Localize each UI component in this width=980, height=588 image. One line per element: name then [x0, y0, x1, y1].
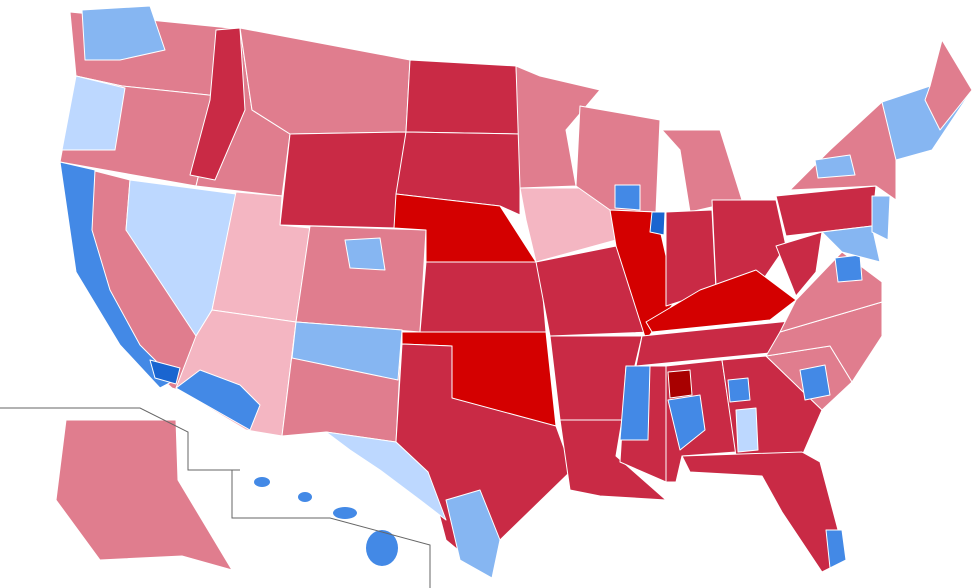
district-oregon-coast [61, 75, 126, 151]
district-mississippi-2 [619, 365, 651, 441]
state-west-virginia [775, 231, 823, 297]
state-kansas [419, 261, 547, 333]
district-atlanta [727, 377, 751, 403]
states [55, 5, 973, 579]
district-west-texas [325, 431, 447, 521]
state-new-jersey [871, 195, 891, 241]
district-south-florida [825, 529, 847, 569]
district-upstate-ny [814, 154, 856, 179]
state-florida [681, 451, 847, 573]
district-south-texas [445, 489, 501, 579]
state-ohio [711, 199, 787, 291]
state-montana [239, 27, 411, 135]
district-new-mexico-north [291, 321, 403, 381]
district-seattle [81, 5, 166, 61]
state-new-york [789, 101, 897, 201]
state-south-dakota [395, 131, 521, 216]
hawaii-inset-border [231, 470, 431, 588]
alaska-inset-border [0, 407, 240, 471]
hawaii [254, 477, 398, 566]
district-denver [344, 237, 386, 271]
district-la [149, 359, 181, 385]
district-chicago [649, 211, 666, 236]
island-maui [333, 507, 357, 519]
district-georgia-2 [735, 407, 759, 453]
district-tucson [175, 369, 261, 431]
district-madison [614, 184, 641, 211]
state-alaska [55, 419, 233, 571]
state-maryland [821, 225, 881, 263]
district-northern-virginia [834, 254, 863, 283]
district-alabama-deep-red [667, 369, 693, 399]
state-maine [924, 39, 973, 131]
district-alabama-7 [667, 394, 706, 451]
state-wyoming [279, 131, 407, 229]
district-sc-6 [799, 364, 831, 401]
island-kauai [254, 477, 270, 487]
island-oahu [298, 492, 312, 502]
state-north-dakota [405, 59, 521, 135]
island-big-island [366, 530, 398, 566]
